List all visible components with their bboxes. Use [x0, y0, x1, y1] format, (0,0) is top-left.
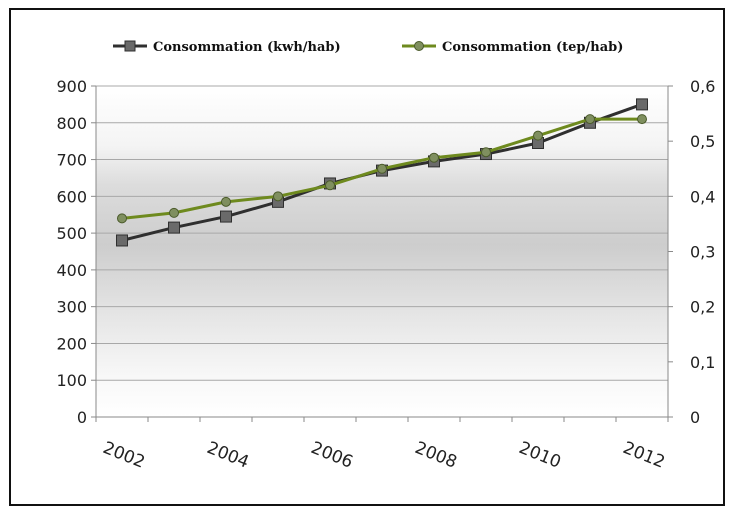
data-point — [273, 191, 283, 202]
left-tick-label: 800 — [56, 114, 87, 133]
data-point — [169, 207, 179, 218]
series-2 — [117, 114, 647, 224]
left-tick-label: 300 — [56, 298, 87, 317]
right-tick-label: 0,1 — [690, 353, 715, 372]
left-tick-label: 0 — [77, 408, 87, 427]
data-point — [377, 163, 387, 174]
legend: Consommation (kwh/hab) Consommation (tep… — [113, 40, 623, 55]
data-point — [221, 196, 231, 207]
data-point — [636, 98, 648, 111]
right-tick-label: 0,4 — [690, 187, 715, 206]
left-axis-ticks: 0 100 200 300 400 500 600 700 800 900 — [56, 77, 96, 427]
gridlines — [96, 85, 668, 381]
data-point — [481, 147, 491, 158]
left-tick-label: 100 — [56, 371, 87, 390]
data-point — [429, 152, 439, 163]
data-point — [585, 114, 595, 125]
plot-area — [96, 86, 668, 417]
data-point — [117, 213, 127, 224]
left-tick-label: 200 — [56, 334, 87, 353]
left-tick-label: 500 — [56, 224, 87, 243]
data-point — [168, 221, 180, 234]
right-tick-label: 0,6 — [690, 77, 715, 96]
series-group — [116, 98, 648, 247]
data-point — [637, 114, 647, 125]
data-point — [116, 234, 128, 247]
legend-marker-tep-icon — [414, 41, 424, 51]
left-tick-label: 400 — [56, 261, 87, 280]
right-tick-label: 0,3 — [690, 243, 715, 262]
right-axis-ticks: 0 0,1 0,2 0,3 0,4 0,5 0,6 — [668, 77, 715, 427]
left-tick-label: 600 — [56, 187, 87, 206]
data-point — [325, 180, 335, 191]
legend-marker-kwh-icon — [124, 40, 136, 52]
right-tick-label: 0,5 — [690, 132, 715, 151]
left-tick-label: 700 — [56, 151, 87, 170]
legend-label-kwh: Consommation (kwh/hab) — [153, 40, 341, 55]
legend-item-kwh: Consommation (kwh/hab) — [113, 40, 341, 55]
right-tick-label: 0 — [690, 408, 700, 427]
right-tick-label: 0,2 — [690, 298, 715, 317]
data-point — [220, 210, 232, 223]
data-point — [533, 130, 543, 141]
left-tick-label: 900 — [56, 77, 87, 96]
legend-label-tep: Consommation (tep/hab) — [442, 40, 623, 55]
legend-item-tep: Consommation (tep/hab) — [402, 40, 623, 55]
